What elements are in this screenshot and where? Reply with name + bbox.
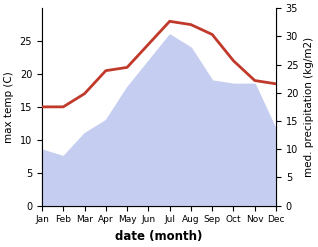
Y-axis label: med. precipitation (kg/m2): med. precipitation (kg/m2) [304,37,314,177]
Y-axis label: max temp (C): max temp (C) [4,71,14,143]
X-axis label: date (month): date (month) [115,230,203,243]
